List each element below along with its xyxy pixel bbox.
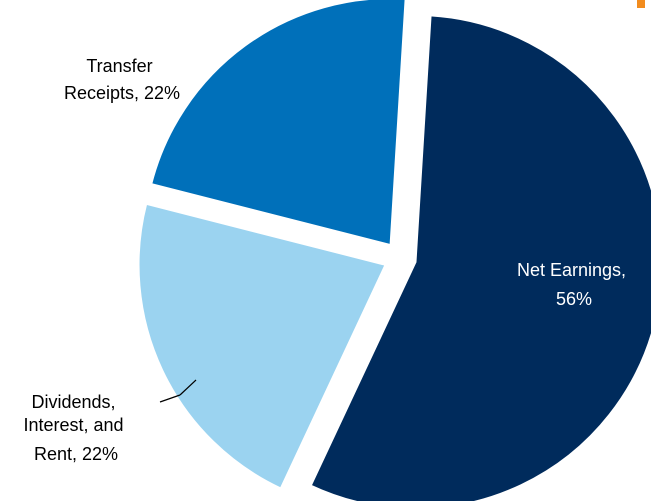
corner-accent-mark xyxy=(637,0,645,8)
slice-net-earnings xyxy=(309,14,651,501)
slice-label-net-earnings-line2: 56% xyxy=(556,289,592,309)
slice-label-dividends: Dividends, Interest, and Rent, 22% xyxy=(23,392,128,464)
slice-label-dividends-line3: Rent, 22% xyxy=(34,444,118,464)
slice-dividends-interest-rent xyxy=(137,202,387,490)
slice-transfer-receipts xyxy=(150,0,407,247)
slice-label-transfer-receipts-line1: Transfer xyxy=(86,56,152,76)
slice-label-transfer-receipts-line2: Receipts, 22% xyxy=(64,83,180,103)
slice-label-dividends-line2: Interest, and xyxy=(23,415,123,435)
pie-slices xyxy=(137,0,651,501)
dividends-leader-line xyxy=(159,394,181,403)
slice-label-transfer-receipts: Transfer Receipts, 22% xyxy=(64,56,180,103)
slice-label-dividends-line1: Dividends, xyxy=(31,392,115,412)
slice-label-net-earnings: Net Earnings, 56% xyxy=(517,260,631,309)
slice-label-net-earnings-line1: Net Earnings, xyxy=(517,260,626,280)
dividends-leader-line-2 xyxy=(179,379,197,396)
